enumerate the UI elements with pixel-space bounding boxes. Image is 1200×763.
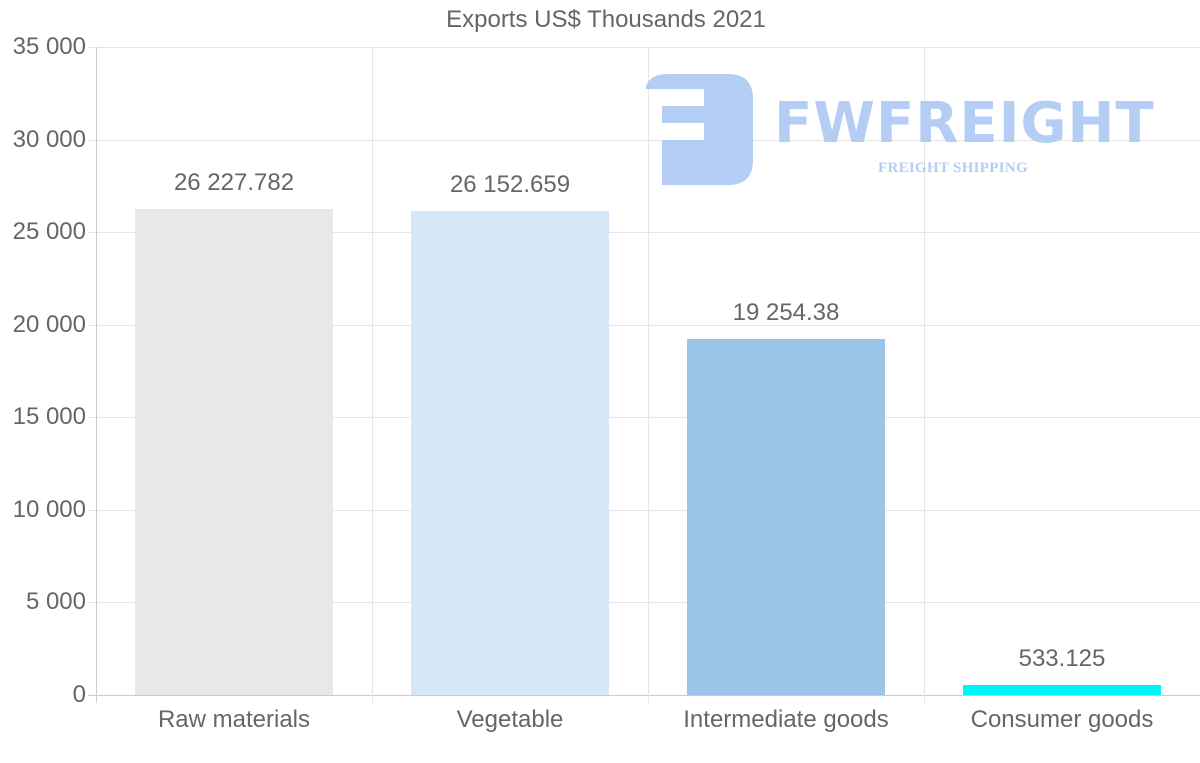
bar-value-label: 26 152.659 <box>449 170 571 198</box>
bar-raw-materials[interactable] <box>135 209 333 695</box>
gridline-y <box>88 139 1200 141</box>
x-tick-label: Raw materials <box>157 706 311 733</box>
y-axis-line <box>96 47 97 703</box>
y-tick-label: 15 000 <box>12 403 86 431</box>
y-tick-label: 20 000 <box>12 310 86 338</box>
bar-consumer-goods[interactable] <box>963 685 1161 695</box>
y-tick-label: 25 000 <box>12 218 86 246</box>
gridline-x <box>924 47 925 703</box>
bar-vegetable[interactable] <box>411 210 609 695</box>
gridline-y <box>88 509 1200 511</box>
gridline-y <box>88 417 1200 419</box>
bar-value-label: 26 227.782 <box>173 169 295 197</box>
y-tick-label: 35 000 <box>12 33 86 60</box>
y-tick-label: 0 <box>72 681 86 708</box>
gridline-x <box>648 47 649 703</box>
y-tick-label: 30 000 <box>12 125 86 153</box>
plot-area: 0 5 000 10 000 15 000 20 000 25 000 30 000 35 0… <box>13 35 1200 707</box>
gridline-y <box>88 47 1200 48</box>
bar-value-label: 533.125 <box>1018 645 1106 673</box>
watermark-tagline: FREIGHT SHIPPING <box>878 160 1028 176</box>
gridline-y <box>88 695 1200 696</box>
watermark-brand: FWFREIGHT <box>774 91 1155 156</box>
bar-value-label: 19 254.38 <box>732 298 840 326</box>
chart-title: Exports US$ Thousands 2021 <box>446 6 766 33</box>
y-tick-label: 10 000 <box>12 495 86 523</box>
x-tick-label: Consumer goods <box>970 706 1154 733</box>
watermark-logo: FWFREIGHT FREIGHT SHIPPING <box>646 74 1154 186</box>
gridline-y <box>88 232 1200 234</box>
bar-intermediate-goods[interactable] <box>687 338 885 695</box>
gridline-y <box>88 602 1200 604</box>
x-tick-label: Intermediate goods <box>683 706 889 733</box>
gridline-y <box>88 324 1200 326</box>
gridline-x <box>372 47 373 703</box>
fwfreight-logo-icon <box>646 74 753 185</box>
x-tick-label: Vegetable <box>456 706 564 733</box>
y-tick-label: 5 000 <box>25 588 86 616</box>
